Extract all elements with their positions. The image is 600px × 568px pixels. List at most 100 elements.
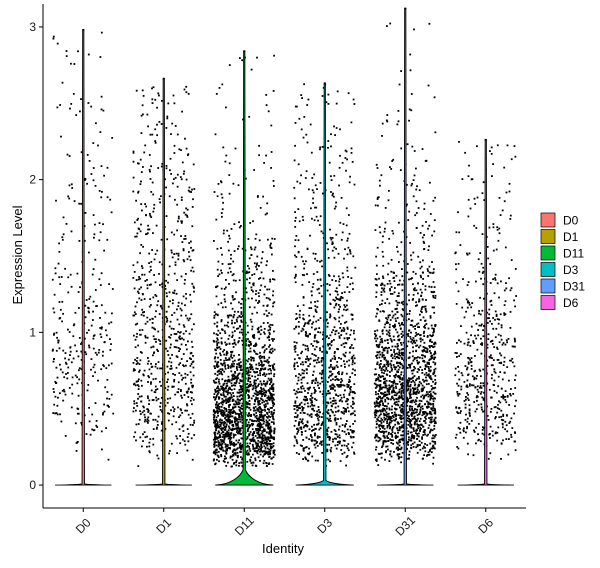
data-point bbox=[267, 297, 270, 300]
data-point bbox=[339, 460, 342, 462]
data-point bbox=[154, 140, 157, 142]
data-point bbox=[271, 463, 274, 465]
data-point bbox=[245, 451, 248, 454]
data-point bbox=[234, 449, 237, 452]
data-point bbox=[334, 304, 337, 307]
data-point bbox=[295, 390, 298, 393]
data-point bbox=[86, 154, 89, 156]
data-point bbox=[419, 319, 422, 321]
data-point bbox=[220, 388, 223, 390]
data-point bbox=[297, 332, 300, 335]
data-point bbox=[227, 240, 229, 243]
data-point bbox=[150, 269, 152, 271]
data-point bbox=[351, 363, 354, 366]
data-point bbox=[257, 439, 260, 442]
data-point bbox=[341, 272, 344, 275]
data-point bbox=[60, 135, 62, 138]
data-point bbox=[317, 357, 320, 359]
data-point bbox=[327, 409, 330, 411]
data-point bbox=[345, 445, 348, 447]
data-point bbox=[411, 339, 414, 341]
data-point bbox=[411, 362, 413, 365]
data-point bbox=[270, 381, 272, 384]
data-point bbox=[296, 406, 298, 409]
data-point bbox=[423, 330, 425, 333]
data-point bbox=[169, 157, 172, 160]
data-point bbox=[152, 345, 155, 348]
data-point bbox=[429, 334, 432, 337]
data-point bbox=[307, 358, 310, 361]
data-point bbox=[416, 419, 418, 422]
data-point bbox=[305, 396, 307, 398]
data-point bbox=[180, 343, 183, 346]
data-point bbox=[267, 408, 269, 410]
data-point bbox=[391, 420, 393, 422]
data-point bbox=[236, 424, 239, 427]
data-point bbox=[141, 267, 144, 269]
data-point bbox=[258, 448, 260, 451]
data-point bbox=[212, 438, 215, 441]
data-point bbox=[262, 415, 265, 418]
data-point bbox=[315, 442, 318, 445]
data-point bbox=[269, 407, 272, 409]
data-point bbox=[251, 423, 253, 425]
data-point bbox=[106, 166, 109, 169]
data-point bbox=[226, 399, 229, 402]
data-point bbox=[387, 433, 390, 436]
data-point bbox=[223, 370, 226, 373]
data-point bbox=[428, 265, 431, 268]
data-point bbox=[90, 358, 93, 360]
data-point bbox=[144, 436, 147, 439]
data-point bbox=[263, 434, 266, 437]
data-point bbox=[395, 366, 398, 369]
data-point bbox=[227, 321, 229, 324]
data-point bbox=[241, 437, 244, 440]
data-point bbox=[245, 270, 248, 273]
data-point bbox=[423, 248, 425, 251]
data-point bbox=[300, 255, 303, 258]
data-point bbox=[191, 458, 194, 461]
data-point bbox=[432, 331, 435, 334]
data-point bbox=[343, 328, 346, 331]
data-point bbox=[376, 308, 379, 310]
data-point bbox=[259, 413, 261, 416]
data-point bbox=[341, 444, 343, 447]
data-point bbox=[231, 384, 233, 387]
data-point bbox=[241, 402, 244, 405]
data-point bbox=[428, 285, 431, 288]
data-point bbox=[105, 334, 108, 337]
data-point bbox=[378, 401, 381, 404]
data-point bbox=[218, 408, 221, 411]
data-point bbox=[146, 279, 148, 281]
data-point bbox=[259, 357, 261, 360]
data-point bbox=[426, 336, 429, 338]
data-point bbox=[254, 400, 256, 403]
data-point bbox=[169, 368, 172, 370]
data-point bbox=[329, 236, 332, 239]
data-point bbox=[413, 430, 415, 432]
data-point bbox=[148, 403, 150, 405]
data-point bbox=[101, 354, 104, 357]
data-point bbox=[304, 344, 307, 347]
data-point bbox=[270, 394, 272, 397]
data-point bbox=[241, 298, 244, 300]
data-point bbox=[148, 305, 151, 308]
data-point bbox=[54, 267, 57, 270]
data-point bbox=[254, 387, 257, 390]
data-point bbox=[216, 338, 219, 341]
data-point bbox=[176, 437, 179, 440]
data-point bbox=[58, 317, 61, 320]
data-point bbox=[333, 429, 336, 431]
data-point bbox=[269, 278, 271, 281]
data-point bbox=[226, 324, 228, 327]
data-point bbox=[262, 450, 264, 453]
data-point bbox=[389, 293, 392, 295]
data-point bbox=[396, 250, 399, 253]
data-point bbox=[304, 390, 306, 392]
data-point bbox=[313, 423, 315, 426]
data-point bbox=[253, 306, 256, 309]
data-point bbox=[166, 388, 169, 391]
data-point bbox=[294, 254, 296, 257]
data-point bbox=[54, 412, 56, 415]
